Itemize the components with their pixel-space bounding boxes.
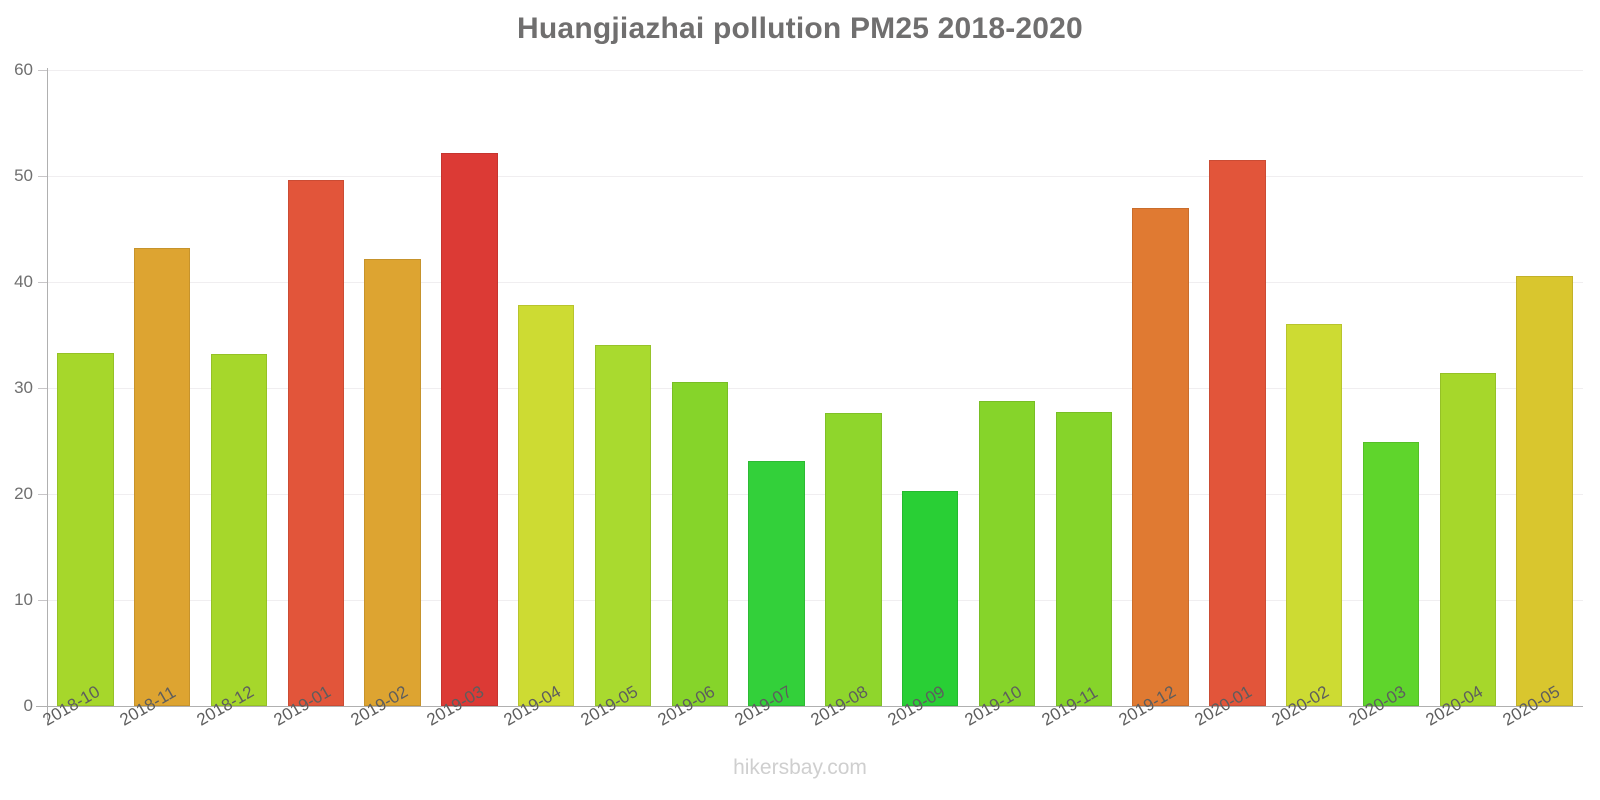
gridline-10 (47, 600, 1583, 601)
gridline-60 (47, 70, 1583, 71)
ytick-label-60: 60 (14, 60, 33, 79)
ytick-label-20: 20 (14, 484, 33, 503)
footer-credit: hikersbay.com (733, 756, 867, 779)
bar-2019-02[interactable] (364, 258, 421, 706)
ytick-label-0: 0 (23, 696, 33, 715)
ytick-label-10: 10 (14, 590, 33, 609)
bar-2019-03[interactable] (441, 152, 498, 706)
gridline-50 (47, 176, 1583, 177)
bar-2019-09[interactable] (901, 490, 959, 706)
bar-2018-11[interactable] (133, 248, 191, 706)
y-axis-line (47, 68, 48, 708)
x-axis-line (36, 706, 1583, 707)
ytick-label-50: 50 (14, 166, 33, 185)
gridline-40 (47, 282, 1583, 283)
bar-2020-02[interactable] (1285, 324, 1343, 706)
bar-2018-10[interactable] (57, 353, 114, 706)
ytick-mark-60 (38, 70, 47, 71)
bar-2019-07[interactable] (748, 461, 805, 706)
bars-layer (47, 70, 1583, 706)
ytick-label-30: 30 (14, 378, 33, 397)
bar-2020-04[interactable] (1439, 373, 1496, 706)
ytick-mark-30 (38, 388, 47, 389)
bar-2019-11[interactable] (1055, 412, 1112, 706)
ytick-mark-10 (38, 600, 47, 601)
bar-2019-01[interactable] (287, 180, 344, 706)
ytick-mark-20 (38, 494, 47, 495)
bar-2020-01[interactable] (1209, 160, 1266, 706)
ytick-label-40: 40 (14, 272, 33, 291)
gridline-20 (47, 494, 1583, 495)
bar-2019-05[interactable] (594, 344, 652, 706)
bar-2019-08[interactable] (825, 413, 882, 706)
ytick-mark-50 (38, 176, 47, 177)
bar-2020-05[interactable] (1516, 275, 1573, 706)
bar-2019-06[interactable] (671, 381, 728, 706)
bar-2020-03[interactable] (1362, 442, 1420, 706)
bar-2018-12[interactable] (210, 354, 268, 706)
x-axis-origin-tick (47, 706, 48, 720)
bar-2019-10[interactable] (978, 400, 1036, 706)
gridline-30 (47, 388, 1583, 389)
chart-title: Huangjiazhai pollution PM25 2018-2020 (517, 12, 1083, 45)
bar-2019-04[interactable] (517, 305, 575, 706)
ytick-mark-40 (38, 282, 47, 283)
bar-2019-12[interactable] (1132, 207, 1189, 706)
